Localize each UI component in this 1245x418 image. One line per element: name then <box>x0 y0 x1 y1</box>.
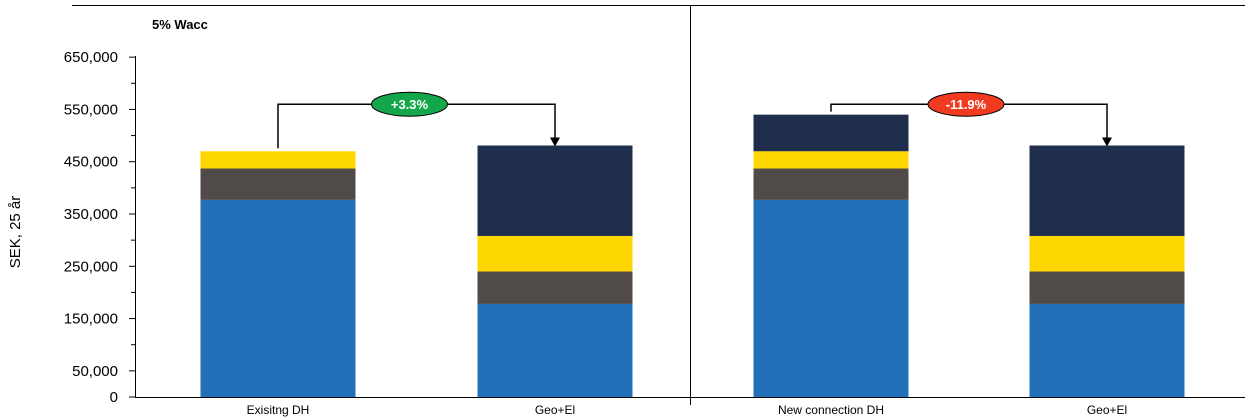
bar-segment <box>200 168 356 200</box>
bar-segment <box>753 168 909 200</box>
y-tick-label: 650,000 <box>64 49 118 66</box>
y-axis-label: SEK, 25 år <box>7 196 24 269</box>
y-axis-ticks: 0 50,000 150,000 250,000 350,000 450,000 550,0… <box>64 49 135 406</box>
change-label: +3.3% <box>391 97 429 112</box>
x-axis-labels: Exisitng DH Geo+El New connection DH Geo+El <box>247 403 1128 417</box>
y-tick-label: 550,000 <box>64 101 118 118</box>
bar-segment <box>477 145 633 236</box>
arrow-head <box>550 137 560 147</box>
y-tick-label: 250,000 <box>64 258 118 275</box>
change-pill <box>927 91 1005 117</box>
change-pill <box>371 91 448 117</box>
y-tick-label: 450,000 <box>64 154 118 171</box>
x-tick-label: Exisitng DH <box>247 403 310 417</box>
x-tick-label: Geo+El <box>1087 403 1127 417</box>
bar-segment <box>200 199 356 397</box>
arrow-head <box>1102 137 1112 147</box>
bar-segment <box>477 303 633 397</box>
bar-segment <box>753 151 909 169</box>
y-tick-label: 50,000 <box>72 363 118 380</box>
y-tick-label: 350,000 <box>64 206 118 223</box>
bar-stacks <box>200 114 1185 397</box>
change-label: -11.9% <box>946 97 987 112</box>
bar-segment <box>1029 235 1185 272</box>
change-annotations: +3.3% -11.9% <box>277 91 1112 149</box>
y-tick-label: 150,000 <box>64 311 118 328</box>
bar-segment <box>1029 303 1185 397</box>
bar-segment <box>1029 271 1185 304</box>
bar-segment <box>200 151 356 169</box>
x-tick-label: New connection DH <box>778 403 884 417</box>
bar-segment <box>1029 145 1185 236</box>
bar-segment <box>753 114 909 152</box>
chart-title: 5% Wacc <box>152 17 208 32</box>
bar-segment <box>477 271 633 304</box>
x-tick-label: Geo+El <box>535 403 575 417</box>
bar-segment <box>753 199 909 397</box>
y-tick-label: 0 <box>110 389 118 406</box>
bar-segment <box>477 235 633 272</box>
